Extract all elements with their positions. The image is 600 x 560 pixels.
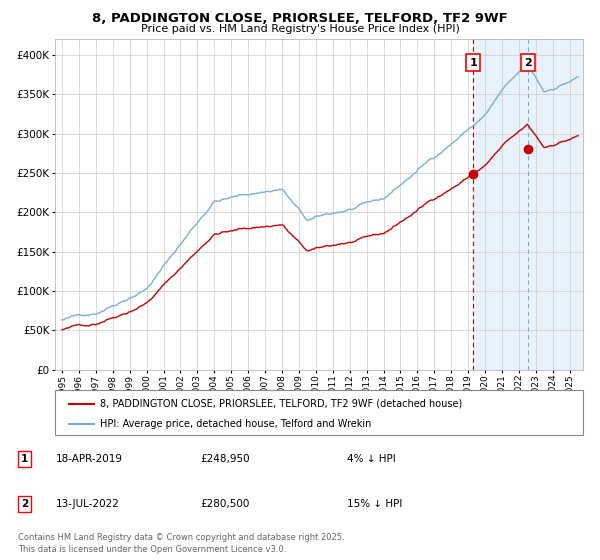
Bar xyxy=(473,39,587,370)
FancyBboxPatch shape xyxy=(55,390,583,435)
Text: 2: 2 xyxy=(524,58,532,68)
Text: 1: 1 xyxy=(469,58,477,68)
Text: 1: 1 xyxy=(21,454,28,464)
Text: 2: 2 xyxy=(21,498,28,508)
Text: 8, PADDINGTON CLOSE, PRIORSLEE, TELFORD, TF2 9WF: 8, PADDINGTON CLOSE, PRIORSLEE, TELFORD,… xyxy=(92,12,508,25)
Text: 8, PADDINGTON CLOSE, PRIORSLEE, TELFORD, TF2 9WF (detached house): 8, PADDINGTON CLOSE, PRIORSLEE, TELFORD,… xyxy=(100,399,463,408)
Text: 15% ↓ HPI: 15% ↓ HPI xyxy=(347,498,403,508)
Text: 4% ↓ HPI: 4% ↓ HPI xyxy=(347,454,396,464)
Text: Contains HM Land Registry data © Crown copyright and database right 2025.
This d: Contains HM Land Registry data © Crown c… xyxy=(18,533,344,554)
Text: 13-JUL-2022: 13-JUL-2022 xyxy=(56,498,120,508)
Text: HPI: Average price, detached house, Telford and Wrekin: HPI: Average price, detached house, Telf… xyxy=(100,419,371,429)
Text: 18-APR-2019: 18-APR-2019 xyxy=(56,454,123,464)
Text: Price paid vs. HM Land Registry's House Price Index (HPI): Price paid vs. HM Land Registry's House … xyxy=(140,24,460,34)
Text: £280,500: £280,500 xyxy=(200,498,250,508)
Text: £248,950: £248,950 xyxy=(200,454,250,464)
